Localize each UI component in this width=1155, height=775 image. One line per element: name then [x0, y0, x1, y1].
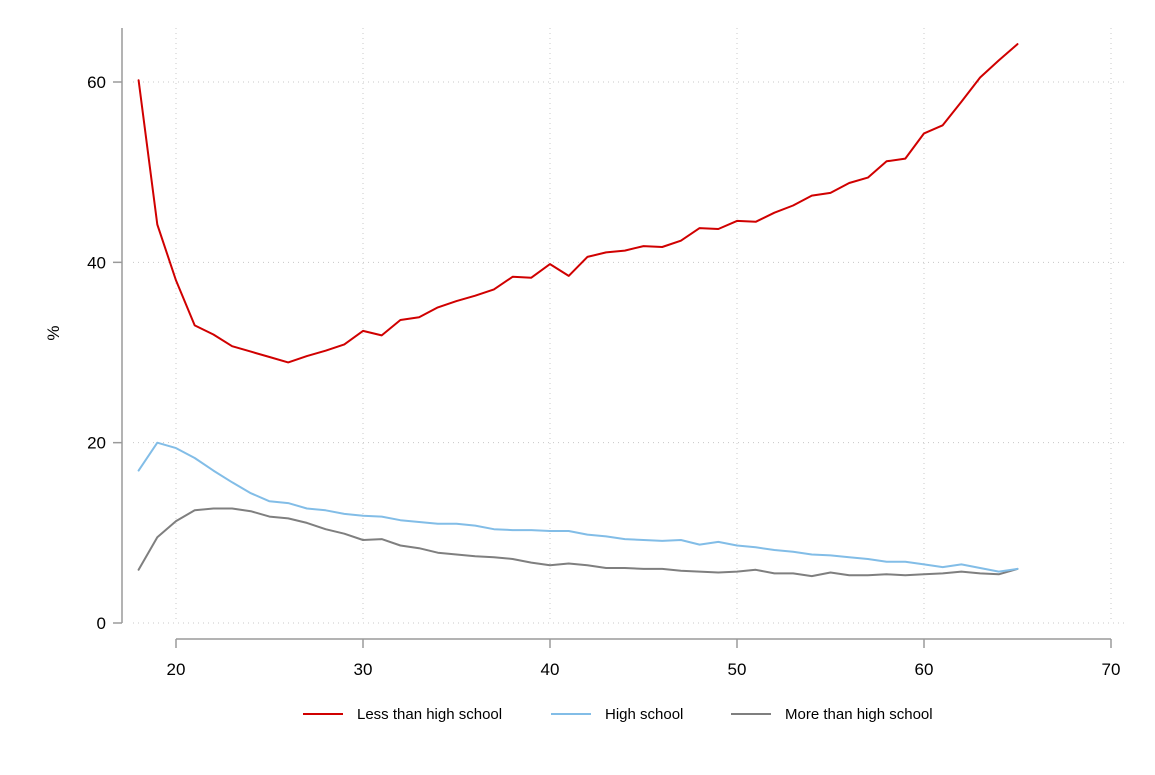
- gridlines: [133, 28, 1128, 624]
- y-axis-label: %: [44, 325, 63, 340]
- axes: % 0 20 40 60 20 30 40 50 60 70: [44, 28, 1120, 679]
- legend: Less than high school High school More tha…: [303, 706, 933, 723]
- series-line-high-school: [137, 441, 1019, 573]
- x-tick-label: 20: [167, 660, 186, 679]
- x-tick-label: 30: [354, 660, 373, 679]
- series-line-less-than-high-school: [137, 43, 1019, 364]
- y-tick-label: 0: [97, 614, 106, 633]
- y-tick-label: 60: [87, 73, 106, 92]
- x-tick-label: 40: [541, 660, 560, 679]
- x-tick-label: 70: [1102, 660, 1121, 679]
- x-tick-label: 50: [728, 660, 747, 679]
- series-lines: [137, 43, 1019, 578]
- x-tick-label: 60: [915, 660, 934, 679]
- y-tick-label: 40: [87, 253, 106, 272]
- legend-label-more-than-high-school: More than high school: [785, 706, 933, 723]
- legend-label-high-school: High school: [605, 706, 683, 723]
- series-line-more-than-high-school: [137, 507, 1019, 578]
- legend-label-less-than-high-school: Less than high school: [357, 706, 502, 723]
- y-tick-label: 20: [87, 434, 106, 453]
